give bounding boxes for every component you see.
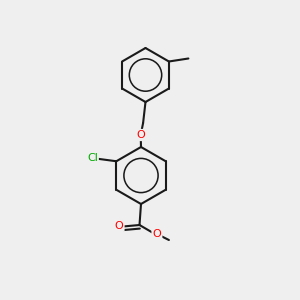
Text: O: O xyxy=(115,220,124,231)
Text: O: O xyxy=(136,130,145,140)
Text: O: O xyxy=(152,229,161,239)
Text: Cl: Cl xyxy=(87,153,98,163)
